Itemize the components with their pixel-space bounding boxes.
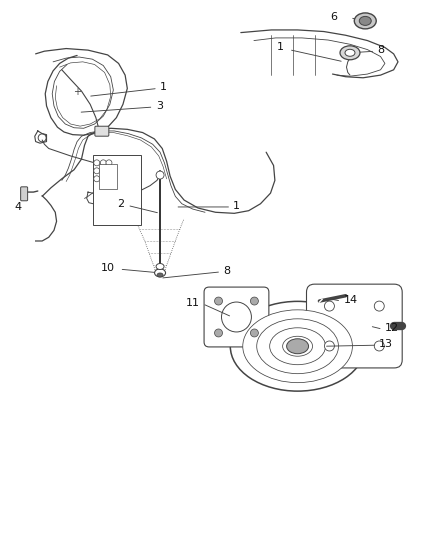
Ellipse shape — [243, 310, 353, 383]
Ellipse shape — [230, 301, 365, 391]
Bar — [93, 155, 141, 225]
Text: 13: 13 — [379, 339, 393, 349]
Text: 1: 1 — [160, 82, 167, 92]
Text: 14: 14 — [343, 295, 357, 305]
Ellipse shape — [286, 339, 308, 354]
Circle shape — [374, 341, 384, 351]
Text: +: + — [73, 87, 81, 97]
Text: 6: 6 — [330, 12, 337, 22]
Ellipse shape — [270, 328, 325, 365]
Text: 3: 3 — [155, 101, 162, 111]
Text: 4: 4 — [14, 202, 21, 212]
Circle shape — [94, 168, 100, 174]
Ellipse shape — [345, 49, 355, 56]
Circle shape — [215, 329, 223, 337]
Text: 1: 1 — [277, 43, 284, 52]
Ellipse shape — [257, 319, 339, 374]
Circle shape — [325, 301, 334, 311]
Circle shape — [94, 160, 100, 166]
Circle shape — [106, 168, 112, 174]
Text: 8: 8 — [377, 45, 384, 55]
Circle shape — [156, 171, 164, 179]
FancyBboxPatch shape — [21, 187, 28, 201]
Circle shape — [94, 176, 100, 182]
FancyBboxPatch shape — [204, 287, 269, 347]
Text: 2: 2 — [117, 199, 124, 209]
Ellipse shape — [340, 46, 360, 60]
Text: 1: 1 — [233, 201, 240, 211]
Circle shape — [100, 160, 106, 166]
Text: 8: 8 — [223, 266, 230, 276]
Ellipse shape — [155, 269, 166, 277]
Text: 11: 11 — [185, 297, 199, 308]
Circle shape — [251, 329, 258, 337]
Ellipse shape — [156, 263, 164, 270]
Circle shape — [251, 297, 258, 305]
Circle shape — [215, 297, 223, 305]
Circle shape — [374, 301, 384, 311]
Ellipse shape — [354, 13, 376, 29]
Circle shape — [100, 168, 106, 174]
Ellipse shape — [283, 336, 313, 356]
Circle shape — [106, 160, 112, 166]
Text: 10: 10 — [101, 263, 115, 272]
Ellipse shape — [359, 17, 371, 26]
Circle shape — [325, 341, 334, 351]
FancyBboxPatch shape — [307, 284, 402, 368]
Ellipse shape — [157, 273, 163, 277]
Circle shape — [100, 176, 106, 182]
FancyBboxPatch shape — [95, 126, 109, 136]
Text: 12: 12 — [385, 323, 399, 333]
Bar — [99, 165, 117, 189]
